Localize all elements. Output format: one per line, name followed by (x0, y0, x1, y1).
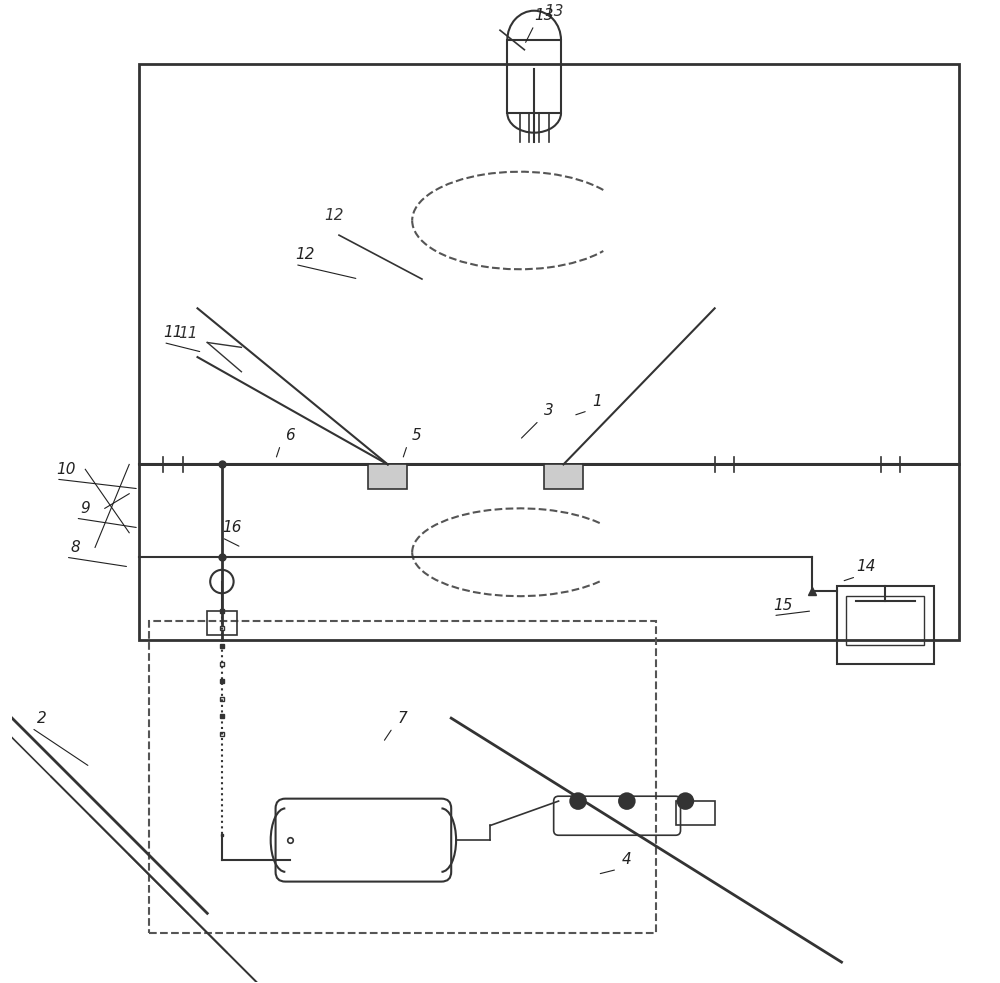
Text: 9: 9 (80, 501, 90, 516)
Bar (837, 587, 934, 665)
Circle shape (569, 792, 587, 810)
Text: 5: 5 (412, 428, 422, 442)
Bar (676, 801, 715, 826)
Text: 1: 1 (593, 393, 602, 409)
Text: 10: 10 (56, 462, 76, 477)
Text: 14: 14 (856, 559, 876, 574)
Text: 16: 16 (222, 520, 241, 536)
Circle shape (677, 792, 694, 810)
Bar (149, 620, 656, 933)
Text: 13: 13 (534, 8, 554, 23)
Text: 12: 12 (324, 208, 344, 223)
Text: 8: 8 (71, 540, 80, 554)
Bar (846, 596, 924, 645)
Text: 13: 13 (544, 4, 563, 19)
Text: 4: 4 (622, 852, 632, 867)
Text: 12: 12 (295, 247, 315, 262)
Text: 6: 6 (285, 428, 295, 442)
Bar (207, 610, 237, 635)
Text: 15: 15 (773, 599, 793, 613)
Bar (139, 464, 959, 640)
Bar (544, 464, 583, 489)
Text: 11: 11 (178, 325, 197, 340)
Text: 2: 2 (37, 711, 46, 725)
Text: 11: 11 (163, 325, 183, 340)
Bar (139, 64, 959, 464)
Bar (507, 40, 561, 113)
Text: 7: 7 (398, 711, 407, 725)
Circle shape (618, 792, 636, 810)
Bar (368, 464, 407, 489)
Text: 3: 3 (544, 403, 554, 419)
